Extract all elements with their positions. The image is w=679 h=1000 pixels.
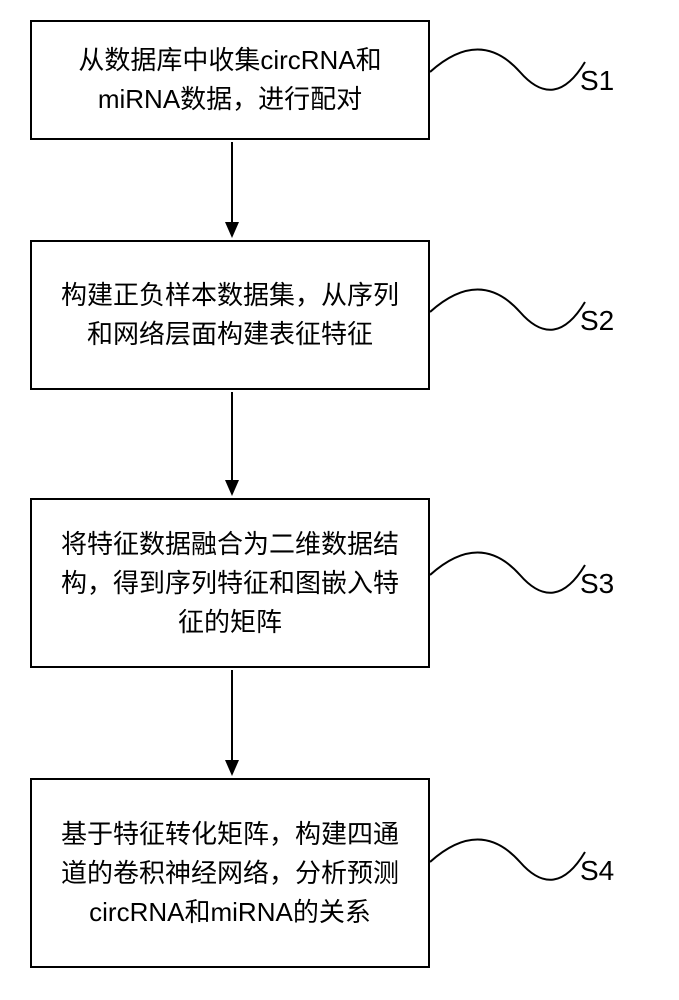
step-box-s3: 将特征数据融合为二维数据结构，得到序列特征和图嵌入特征的矩阵 [30,498,430,668]
connector-s1 [430,42,590,102]
label-text-s4: S4 [580,855,614,886]
label-text-s3: S3 [580,568,614,599]
step-label-s2: S2 [580,305,614,337]
connector-s2 [430,282,590,342]
step-text-s1: 从数据库中收集circRNA和miRNA数据，进行配对 [56,41,404,119]
step-label-s4: S4 [580,855,614,887]
arrow-s1-s2 [222,142,242,238]
step-box-s4: 基于特征转化矩阵，构建四通道的卷积神经网络，分析预测circRNA和miRNA的… [30,778,430,968]
step-box-s1: 从数据库中收集circRNA和miRNA数据，进行配对 [30,20,430,140]
arrow-s3-s4 [222,670,242,776]
step-text-s4: 基于特征转化矩阵，构建四通道的卷积神经网络，分析预测circRNA和miRNA的… [56,815,404,932]
connector-s4 [430,832,590,892]
connector-s3 [430,545,590,605]
label-text-s2: S2 [580,305,614,336]
step-box-s2: 构建正负样本数据集，从序列和网络层面构建表征特征 [30,240,430,390]
label-text-s1: S1 [580,65,614,96]
step-label-s1: S1 [580,65,614,97]
arrow-s2-s3 [222,392,242,496]
step-text-s3: 将特征数据融合为二维数据结构，得到序列特征和图嵌入特征的矩阵 [56,525,404,642]
flowchart-container: 从数据库中收集circRNA和miRNA数据，进行配对 S1 构建正负样本数据集… [0,0,679,1000]
step-label-s3: S3 [580,568,614,600]
step-text-s2: 构建正负样本数据集，从序列和网络层面构建表征特征 [56,276,404,354]
